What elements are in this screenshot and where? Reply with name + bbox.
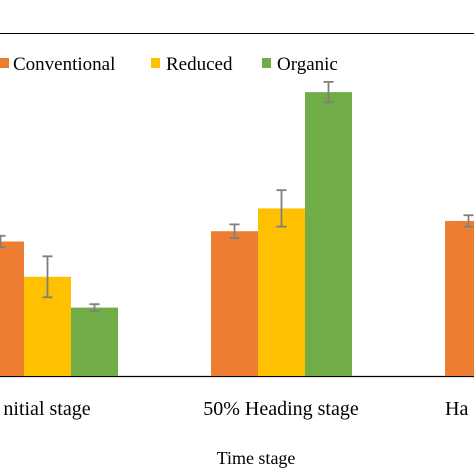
error-bar-conventional-2 [463, 214, 474, 228]
bar-conventional-0 [0, 241, 24, 376]
legend-label-organic: Organic [277, 54, 338, 75]
plot-area [0, 33, 474, 378]
x-tick-labels: nitial stage 50% Heading stage Ha [3, 398, 468, 420]
bar-organic-0 [71, 307, 118, 376]
x-tick-label-1: 50% Heading stage [203, 398, 359, 420]
legend-swatch-organic [262, 58, 271, 68]
x-axis-title: Time stage [217, 448, 296, 468]
legend-label-conventional: Conventional [13, 54, 115, 75]
x-tick-label-2: Ha [445, 398, 468, 420]
bar-conventional-1 [211, 231, 258, 376]
error-bar-reduced-0 [42, 255, 53, 299]
x-tick-label-0: nitial stage [3, 398, 90, 420]
bars-layer [0, 92, 474, 376]
error-bar-conventional-0 [0, 234, 6, 249]
error-bars-layer [0, 80, 474, 312]
error-bar-organic-0 [89, 303, 100, 312]
legend-swatch-conventional [0, 58, 9, 68]
legend-swatch-reduced [151, 58, 160, 68]
legend-label-reduced: Reduced [166, 54, 233, 75]
legend: Conventional Reduced Organic [0, 54, 338, 75]
error-bar-reduced-1 [276, 189, 287, 228]
bar-conventional-2 [445, 220, 474, 376]
bar-organic-1 [305, 92, 352, 376]
error-bar-conventional-1 [229, 223, 240, 239]
bar-reduced-1 [258, 208, 305, 376]
error-bar-organic-1 [323, 80, 334, 104]
